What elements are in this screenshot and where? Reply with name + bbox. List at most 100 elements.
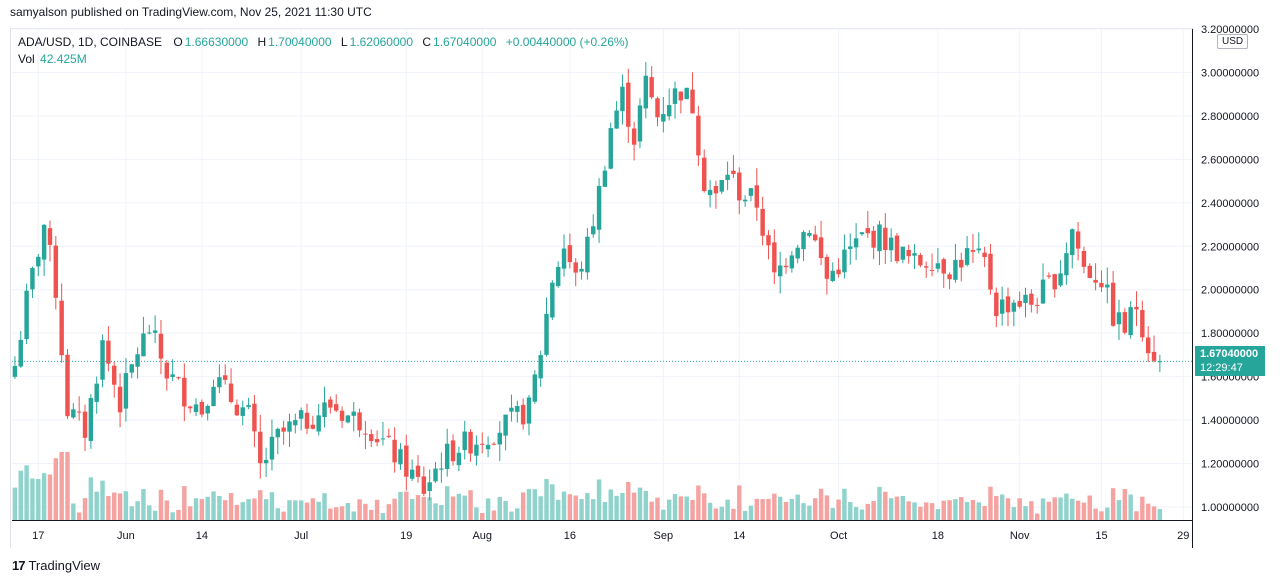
candle[interactable] bbox=[41, 223, 47, 276]
candle[interactable] bbox=[824, 254, 830, 295]
candle[interactable] bbox=[900, 246, 906, 264]
candle[interactable] bbox=[818, 220, 824, 266]
candle[interactable] bbox=[1023, 287, 1028, 318]
candle[interactable] bbox=[713, 180, 719, 209]
candle[interactable] bbox=[491, 442, 497, 446]
candle[interactable] bbox=[877, 220, 882, 266]
candle[interactable] bbox=[82, 404, 88, 451]
candle[interactable] bbox=[737, 167, 742, 215]
candle[interactable] bbox=[783, 258, 789, 274]
candle[interactable] bbox=[1105, 267, 1110, 304]
candle[interactable] bbox=[386, 428, 392, 439]
candle[interactable] bbox=[1052, 273, 1057, 298]
candle[interactable] bbox=[281, 420, 286, 445]
candle[interactable] bbox=[369, 429, 374, 448]
candle[interactable] bbox=[550, 280, 555, 321]
candle[interactable] bbox=[53, 236, 59, 310]
currency-button[interactable]: USD bbox=[1217, 34, 1249, 49]
candle[interactable] bbox=[1034, 297, 1040, 314]
candle[interactable] bbox=[894, 232, 900, 264]
candle[interactable] bbox=[333, 394, 339, 413]
candle[interactable] bbox=[994, 287, 999, 328]
candle[interactable] bbox=[59, 283, 64, 363]
candle[interactable] bbox=[380, 421, 386, 446]
candle[interactable] bbox=[789, 251, 795, 273]
candle[interactable] bbox=[71, 403, 76, 419]
candle[interactable] bbox=[36, 254, 41, 277]
candle[interactable] bbox=[766, 230, 771, 260]
candle[interactable] bbox=[988, 243, 993, 295]
candle[interactable] bbox=[503, 414, 508, 451]
candle[interactable] bbox=[47, 220, 53, 262]
candle[interactable] bbox=[812, 225, 818, 242]
candle[interactable] bbox=[865, 210, 871, 238]
candle[interactable] bbox=[480, 432, 485, 454]
candle[interactable] bbox=[322, 386, 327, 428]
candle[interactable] bbox=[1087, 263, 1092, 279]
candle[interactable] bbox=[497, 421, 502, 462]
candle[interactable] bbox=[258, 414, 263, 479]
candle[interactable] bbox=[777, 251, 783, 294]
candle[interactable] bbox=[573, 258, 578, 287]
candle[interactable] bbox=[672, 81, 678, 119]
candle[interactable] bbox=[561, 234, 567, 277]
candle[interactable] bbox=[24, 283, 29, 345]
candle[interactable] bbox=[976, 232, 982, 254]
candle[interactable] bbox=[678, 91, 684, 114]
candle[interactable] bbox=[485, 436, 491, 458]
candle[interactable] bbox=[246, 397, 251, 410]
candle[interactable] bbox=[269, 419, 275, 471]
candle[interactable] bbox=[1064, 242, 1069, 285]
candle[interactable] bbox=[427, 469, 432, 501]
candle[interactable] bbox=[433, 461, 438, 483]
candle[interactable] bbox=[520, 398, 526, 430]
candle[interactable] bbox=[1070, 228, 1075, 269]
candle[interactable] bbox=[1128, 301, 1133, 339]
candle[interactable] bbox=[217, 364, 222, 394]
candle[interactable] bbox=[468, 429, 473, 462]
candle[interactable] bbox=[532, 370, 538, 404]
candle[interactable] bbox=[970, 233, 976, 263]
candle[interactable] bbox=[392, 427, 397, 473]
candle[interactable] bbox=[731, 155, 736, 178]
candle[interactable] bbox=[754, 168, 760, 221]
candle[interactable] bbox=[398, 443, 403, 470]
candle[interactable] bbox=[655, 96, 660, 127]
candle[interactable] bbox=[240, 400, 245, 426]
candle[interactable] bbox=[170, 359, 175, 382]
candle[interactable] bbox=[94, 376, 99, 414]
candle[interactable] bbox=[1116, 299, 1122, 341]
candle[interactable] bbox=[205, 404, 210, 421]
candle[interactable] bbox=[158, 319, 164, 375]
candle[interactable] bbox=[1134, 291, 1139, 327]
candle[interactable] bbox=[462, 420, 467, 460]
candle[interactable] bbox=[65, 349, 70, 419]
candle[interactable] bbox=[848, 233, 853, 265]
candle[interactable] bbox=[602, 165, 608, 187]
candle[interactable] bbox=[252, 395, 257, 448]
candle[interactable] bbox=[999, 286, 1005, 326]
candle[interactable] bbox=[772, 229, 777, 285]
candle[interactable] bbox=[199, 399, 205, 418]
candle[interactable] bbox=[515, 400, 520, 423]
candle[interactable] bbox=[123, 358, 129, 422]
candle[interactable] bbox=[1099, 270, 1104, 293]
candle[interactable] bbox=[182, 363, 187, 422]
candle[interactable] bbox=[263, 447, 269, 477]
candle[interactable] bbox=[293, 413, 298, 434]
candle[interactable] bbox=[702, 149, 707, 193]
candle[interactable] bbox=[947, 272, 952, 290]
candle[interactable] bbox=[1058, 260, 1063, 288]
candle[interactable] bbox=[234, 399, 240, 416]
candle[interactable] bbox=[707, 180, 713, 208]
candle[interactable] bbox=[193, 398, 199, 417]
candle[interactable] bbox=[304, 403, 310, 435]
candle[interactable] bbox=[1046, 272, 1052, 279]
candle[interactable] bbox=[456, 446, 462, 472]
candle[interactable] bbox=[859, 232, 865, 236]
candle[interactable] bbox=[351, 401, 356, 432]
candle[interactable] bbox=[415, 455, 421, 483]
candle[interactable] bbox=[555, 261, 561, 288]
candle[interactable] bbox=[129, 363, 134, 379]
candle[interactable] bbox=[421, 466, 427, 497]
